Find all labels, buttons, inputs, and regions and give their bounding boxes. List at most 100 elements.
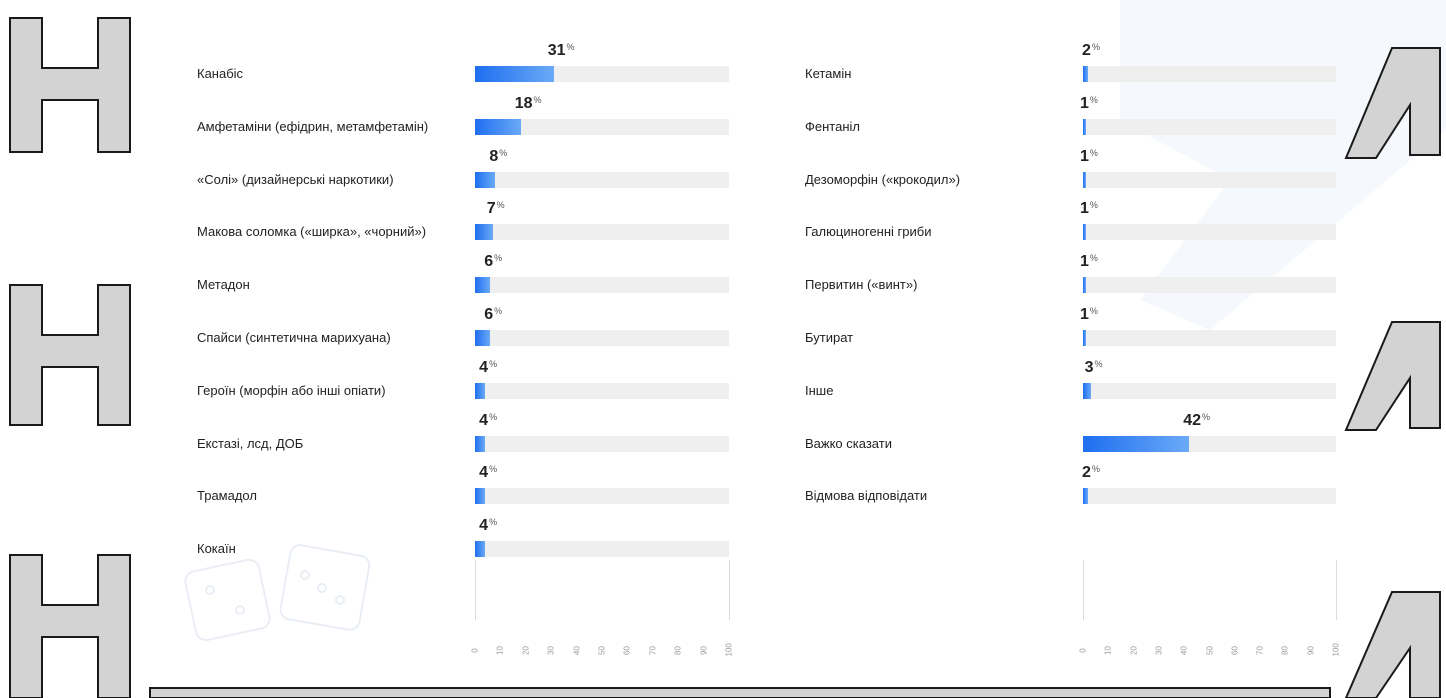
data-label: 3%	[1085, 359, 1103, 377]
bar-track	[1083, 435, 1336, 452]
x-tick-label: 0	[470, 648, 480, 653]
watermark-glyph-h-3	[9, 554, 131, 698]
category-label: Кетамін	[805, 66, 852, 81]
data-label-unit: %	[1091, 464, 1100, 475]
category-label: Фентаніл	[805, 118, 860, 134]
category-label: Важко сказати	[805, 435, 892, 451]
data-label-value: 1	[1080, 306, 1089, 323]
data-label-value: 18	[514, 94, 533, 112]
category-label: Інше	[805, 382, 834, 398]
data-label-value: 31	[547, 42, 566, 59]
category-label: «Солі» (дизайнерські наркотики)	[197, 171, 394, 187]
watermark-glyph-1-a	[1344, 47, 1441, 159]
category-label: Героїн (морфін або інші опіати)	[197, 382, 386, 398]
watermark-glyph-h-1	[9, 17, 131, 153]
bar	[475, 277, 491, 294]
x-tick-label: 50	[1205, 646, 1214, 655]
category-label: Бутират	[805, 330, 854, 345]
data-label-unit: %	[1089, 200, 1098, 211]
data-label-unit: %	[496, 200, 505, 211]
category-label: Кокаїн	[197, 541, 236, 557]
watermark-blue-shape	[1120, 0, 1446, 330]
data-label: 4%	[479, 517, 497, 535]
bar	[475, 541, 486, 558]
data-label: 1%	[1080, 200, 1098, 218]
data-label: 1%	[1080, 95, 1098, 113]
bar-track	[1083, 66, 1336, 82]
bar	[1083, 224, 1086, 241]
data-label: 2%	[1082, 42, 1100, 60]
bar-track	[1083, 224, 1336, 241]
bar	[1083, 330, 1086, 346]
data-label-value: 6	[484, 306, 494, 323]
bar-track	[475, 277, 729, 294]
x-tick-label: 80	[1280, 646, 1290, 655]
data-label: 4%	[479, 464, 497, 482]
bar-track	[475, 382, 729, 399]
category-label: Трамадол	[197, 488, 257, 504]
data-label-unit: %	[494, 253, 503, 264]
data-label: 6%	[484, 253, 502, 271]
category-label: Екстазі, лсд, ДОБ	[197, 435, 304, 451]
data-label-value: 4	[479, 411, 489, 429]
data-label-unit: %	[566, 42, 575, 52]
data-label-unit: %	[1089, 306, 1098, 316]
data-label: 8%	[489, 148, 507, 166]
watermark-dice-icon	[184, 544, 371, 642]
x-tick-label: 20	[521, 646, 531, 655]
data-label-value: 4	[479, 358, 489, 376]
data-label-unit: %	[489, 358, 498, 369]
data-label: 4%	[479, 359, 497, 377]
data-label-unit: %	[1094, 358, 1103, 369]
bar	[1083, 277, 1086, 294]
data-label-value: 1	[1080, 94, 1089, 112]
bar	[475, 435, 486, 452]
category-label: Канабіс	[197, 66, 244, 81]
bar	[475, 118, 521, 135]
watermark-glyph-h-2	[9, 284, 131, 426]
bar	[1083, 66, 1089, 82]
x-tick-label: 60	[622, 646, 632, 655]
x-tick-label: 40	[572, 646, 582, 655]
x-tick-label: 90	[699, 646, 709, 655]
bar	[475, 382, 486, 399]
bar	[475, 66, 554, 82]
x-tick-label: 50	[597, 646, 607, 655]
bar-track	[1083, 277, 1336, 294]
data-label-unit: %	[1089, 147, 1098, 158]
x-tick-label: 100	[724, 643, 734, 657]
x-tick-label: 40	[1179, 646, 1189, 655]
bar-track	[475, 171, 729, 188]
bar	[475, 224, 493, 241]
bar-track	[1083, 382, 1336, 399]
bar-track	[475, 330, 729, 346]
data-label: 2%	[1082, 464, 1100, 482]
data-label-value: 4	[479, 464, 489, 482]
bar-track	[1083, 330, 1336, 346]
data-label-value: 3	[1084, 358, 1094, 376]
data-label-unit: %	[533, 94, 542, 105]
data-label-value: 1	[1080, 253, 1089, 271]
bar-track	[1083, 488, 1336, 505]
data-label: 7%	[487, 200, 505, 218]
watermark-glyph-1-b	[1344, 321, 1441, 431]
category-label: Дезоморфін («крокодил»)	[805, 171, 961, 187]
x-tick-label: 70	[1255, 646, 1265, 655]
watermark-glyph-bottom-strip	[149, 687, 1331, 698]
x-tick-label: 90	[1306, 646, 1316, 655]
data-label: 42%	[1183, 412, 1210, 430]
data-label-unit: %	[489, 464, 498, 475]
category-label: Спайси (синтетична марихуана)	[197, 330, 391, 345]
bar-track	[475, 541, 729, 558]
data-label-unit: %	[489, 517, 498, 528]
data-label: 1%	[1080, 253, 1098, 271]
axis-left-line	[475, 560, 476, 620]
bar	[475, 330, 491, 346]
watermark-letters	[9, 17, 1441, 698]
category-label: Амфетаміни (ефідрин, метамфетамін)	[197, 118, 429, 134]
data-label-value: 1	[1080, 200, 1089, 218]
bar-track	[1083, 118, 1336, 135]
bar	[1083, 435, 1190, 452]
